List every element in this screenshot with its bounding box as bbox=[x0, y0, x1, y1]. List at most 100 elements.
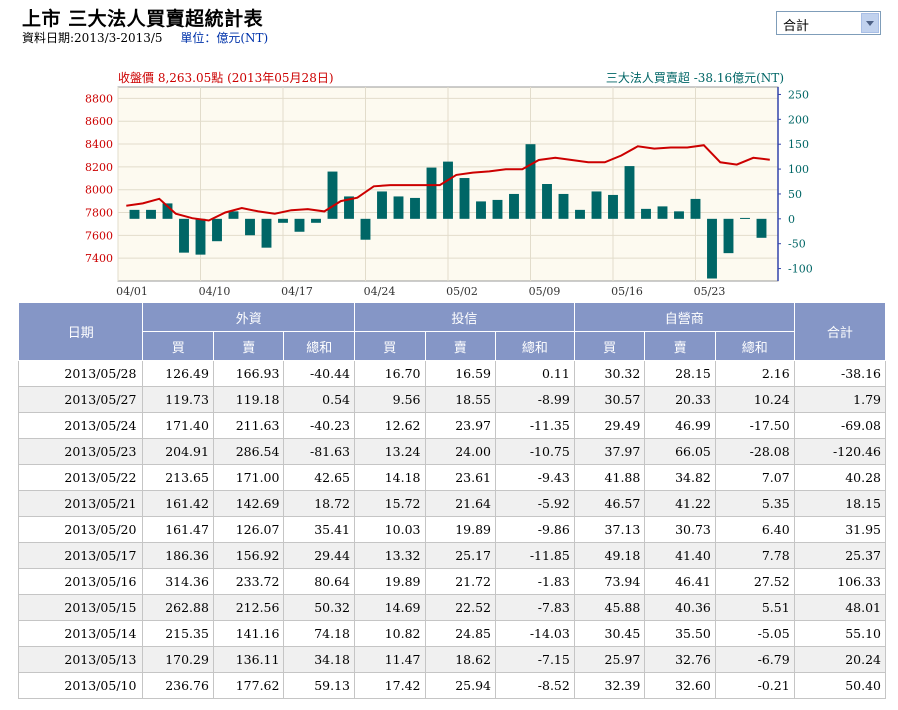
table-cell: 15.72 bbox=[353, 490, 426, 517]
right-tick-label: 200 bbox=[788, 113, 809, 126]
category-select-value: 合計 bbox=[783, 19, 810, 34]
table-cell: 5.35 bbox=[714, 490, 795, 517]
table-cell: 25.37 bbox=[793, 542, 887, 569]
table-row: 2013/05/17 186.36 156.92 29.44 13.32 25.17 -11… bbox=[17, 542, 887, 569]
table-cell: 119.73 bbox=[142, 386, 214, 413]
table-cell: -10.75 bbox=[495, 438, 575, 465]
table-cell: 211.63 bbox=[212, 412, 285, 439]
category-select[interactable]: 合計 bbox=[776, 11, 881, 35]
table-cell: 126.49 bbox=[142, 360, 214, 387]
table-cell: 171.40 bbox=[142, 412, 214, 439]
bar bbox=[525, 144, 536, 219]
table-cell: 16.70 bbox=[353, 360, 426, 387]
table-cell: -28.08 bbox=[714, 438, 795, 465]
bar bbox=[426, 167, 437, 219]
table-cell: 314.36 bbox=[142, 568, 214, 595]
cell-date: 2013/05/28 bbox=[17, 360, 144, 387]
bar bbox=[195, 218, 206, 255]
table-cell: 177.62 bbox=[212, 672, 285, 699]
table-cell: 6.40 bbox=[714, 516, 795, 543]
table-cell: 55.10 bbox=[793, 620, 887, 647]
table-cell: 50.40 bbox=[793, 672, 887, 699]
date-range-line: 資料日期:2013/3-2013/5 單位：億元(NT) bbox=[22, 29, 268, 46]
table-row: 2013/05/24 171.40 211.63 -40.23 12.62 23.97 -1… bbox=[17, 412, 887, 439]
table-cell: -7.83 bbox=[495, 594, 575, 621]
table-cell: 18.15 bbox=[793, 490, 887, 517]
table-cell: 13.24 bbox=[353, 438, 426, 465]
chevron-down-icon[interactable] bbox=[861, 13, 879, 33]
bar bbox=[360, 218, 371, 240]
bar bbox=[443, 161, 453, 219]
table-cell: 49.18 bbox=[573, 542, 646, 569]
table-cell: 40.28 bbox=[793, 464, 887, 491]
cell-date: 2013/05/23 bbox=[17, 438, 144, 465]
header-sub-cell: 買 bbox=[353, 331, 426, 361]
table-cell: 25.97 bbox=[573, 646, 646, 673]
table-row: 2013/05/21 161.42 142.69 18.72 15.72 21.64 -5.… bbox=[17, 490, 887, 517]
bar bbox=[723, 218, 734, 254]
table-cell: 41.22 bbox=[644, 490, 716, 517]
cell-date: 2013/05/13 bbox=[17, 646, 144, 673]
header-sub-cell: 買 bbox=[573, 331, 646, 361]
bar bbox=[245, 218, 255, 236]
table-cell: 171.00 bbox=[212, 464, 285, 491]
x-tick-label: 05/23 bbox=[694, 285, 726, 298]
table-cell: 161.42 bbox=[142, 490, 214, 517]
table-cell: 32.39 bbox=[573, 672, 646, 699]
table-cell: 25.17 bbox=[424, 542, 497, 569]
bar bbox=[492, 199, 503, 219]
table-cell: -9.86 bbox=[495, 516, 575, 543]
bar bbox=[377, 191, 387, 219]
cell-date: 2013/05/20 bbox=[17, 516, 144, 543]
unit-label: 單位：億元(NT) bbox=[180, 31, 269, 45]
table-cell: 186.36 bbox=[142, 542, 214, 569]
x-tick-label: 04/10 bbox=[199, 285, 231, 298]
table-cell: -69.08 bbox=[793, 412, 887, 439]
table-cell: -9.43 bbox=[495, 464, 575, 491]
table-cell: 166.93 bbox=[212, 360, 285, 387]
table-cell: 41.40 bbox=[644, 542, 716, 569]
table-cell: 23.97 bbox=[424, 412, 497, 439]
table-cell: 42.65 bbox=[283, 464, 355, 491]
table-cell: -8.99 bbox=[495, 386, 575, 413]
right-tick-label: 100 bbox=[788, 163, 809, 176]
table-cell: 24.85 bbox=[424, 620, 497, 647]
bar bbox=[657, 206, 668, 219]
left-tick-label: 7400 bbox=[85, 252, 113, 265]
cell-date: 2013/05/22 bbox=[17, 464, 144, 491]
bar bbox=[179, 218, 189, 253]
table-cell: 9.56 bbox=[353, 386, 426, 413]
table-cell: 30.73 bbox=[644, 516, 716, 543]
bar bbox=[641, 208, 651, 219]
x-tick-label: 05/02 bbox=[446, 285, 478, 298]
cell-date: 2013/05/17 bbox=[17, 542, 144, 569]
header-row-sub: 買賣總和買賣總和買賣總和 bbox=[19, 331, 886, 361]
bar bbox=[476, 201, 486, 219]
table-cell: 66.05 bbox=[644, 438, 716, 465]
bar bbox=[591, 191, 602, 219]
table-cell: 30.57 bbox=[573, 386, 646, 413]
bar bbox=[344, 196, 354, 219]
cell-date: 2013/05/27 bbox=[17, 386, 144, 413]
table-cell: 142.69 bbox=[212, 490, 285, 517]
table-row: 2013/05/16 314.36 233.72 80.64 19.89 21.72 -1.… bbox=[17, 568, 887, 595]
bar bbox=[162, 203, 173, 219]
table-cell: 46.99 bbox=[644, 412, 716, 439]
table-cell: -120.46 bbox=[793, 438, 887, 465]
data-table: 日期 外資 投信 自營商 合計 買賣總和買賣總和買賣總和 2013/05/28 1… bbox=[17, 302, 887, 699]
table-cell: 11.47 bbox=[353, 646, 426, 673]
cell-date: 2013/05/15 bbox=[17, 594, 144, 621]
table-cell: 141.16 bbox=[212, 620, 285, 647]
table-cell: 5.51 bbox=[714, 594, 795, 621]
table-cell: 7.78 bbox=[714, 542, 795, 569]
table-cell: 10.03 bbox=[353, 516, 426, 543]
table-cell: -40.44 bbox=[283, 360, 355, 387]
table-cell: 14.18 bbox=[353, 464, 426, 491]
x-tick-label: 04/01 bbox=[116, 285, 148, 298]
table-cell: 37.13 bbox=[573, 516, 646, 543]
table-cell: 156.92 bbox=[212, 542, 285, 569]
table-cell: 35.50 bbox=[644, 620, 716, 647]
cell-date: 2013/05/16 bbox=[17, 568, 144, 595]
header-total: 合計 bbox=[793, 302, 887, 361]
bar bbox=[624, 166, 635, 219]
